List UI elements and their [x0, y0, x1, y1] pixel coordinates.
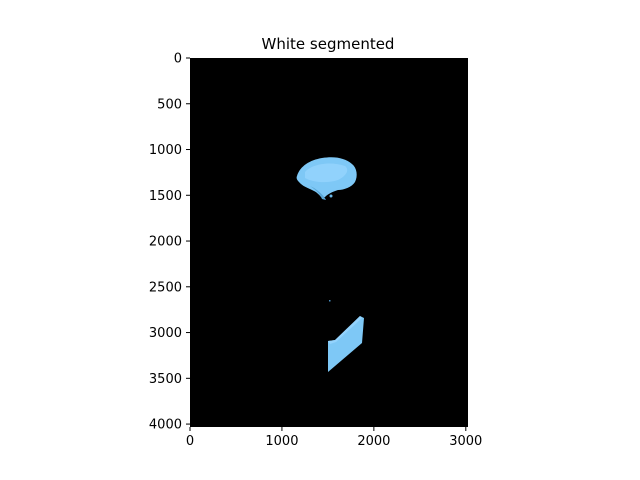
lower-segmented-blob [328, 316, 364, 372]
y-tick-label: 3500 [149, 372, 182, 387]
y-tick-label: 1500 [149, 189, 182, 204]
image-area [190, 58, 468, 427]
x-tick-label: 2000 [357, 434, 390, 449]
y-tick-label: 0 [174, 52, 182, 67]
upper-blob-fleck [329, 194, 333, 198]
small-speck [329, 300, 331, 302]
y-tick-label: 2500 [149, 280, 182, 295]
y-tick-label: 3000 [149, 326, 182, 341]
x-tick-label: 3000 [449, 434, 482, 449]
y-tick-label: 500 [157, 97, 182, 112]
y-axis: 0 500 1000 1500 2000 2500 3000 3500 4000 [149, 52, 190, 433]
image-background [190, 58, 468, 427]
figure-title: White segmented [262, 35, 395, 53]
upper-blob-highlight [305, 163, 348, 183]
upper-blob-shadow [310, 186, 326, 200]
lower-blob-edge [328, 316, 362, 344]
x-tick-label: 1000 [265, 434, 298, 449]
y-tick-label: 2000 [149, 235, 182, 250]
lower-blob-shape [328, 316, 364, 372]
upper-segmented-blob [296, 157, 357, 200]
y-tick-label: 4000 [149, 418, 182, 433]
x-axis: 0 1000 2000 3000 [186, 427, 482, 449]
y-tick-label: 1000 [149, 143, 182, 158]
x-tick-label: 0 [186, 434, 194, 449]
